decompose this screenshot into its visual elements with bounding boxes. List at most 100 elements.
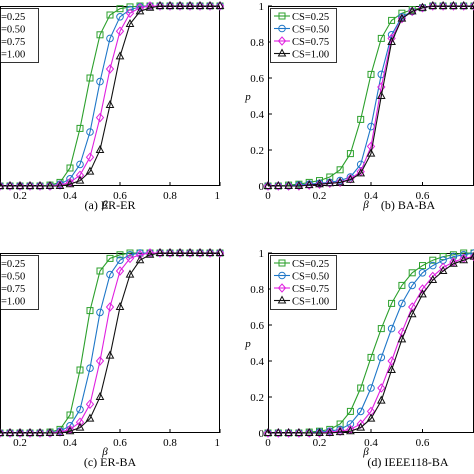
data-point	[195, 0, 205, 9]
data-point	[407, 6, 417, 15]
data-point	[95, 391, 105, 400]
data-point	[115, 301, 125, 310]
legend-label: =0.75	[1, 37, 25, 48]
data-point	[25, 427, 35, 436]
x-tick-label: 1	[215, 190, 221, 202]
series-line-3	[268, 5, 474, 187]
y-axis-label: p	[244, 91, 251, 103]
legend-label: =0.50	[1, 272, 25, 283]
data-point	[116, 12, 124, 21]
data-point	[438, 1, 448, 11]
data-point	[116, 256, 124, 265]
data-point	[449, 258, 458, 267]
data-point	[175, 1, 185, 11]
legend-label: CS=0.75	[292, 37, 329, 48]
data-point	[377, 325, 385, 333]
data-point	[428, 274, 438, 283]
data-point	[5, 180, 15, 189]
legend-label: =1.00	[1, 297, 25, 308]
data-point	[377, 383, 386, 393]
data-point	[376, 90, 386, 99]
data-point	[215, 247, 225, 256]
data-point	[86, 364, 94, 373]
data-point	[429, 261, 437, 270]
data-point	[294, 181, 304, 191]
data-point	[304, 427, 314, 436]
legend-label: =0.75	[1, 284, 25, 295]
x-tick-label: 0.2	[313, 437, 327, 449]
data-point	[469, 1, 474, 11]
data-point	[125, 253, 135, 264]
data-point	[145, 249, 155, 258]
data-point	[336, 166, 344, 174]
data-point	[15, 180, 25, 189]
x-tick-label: 0.6	[113, 190, 127, 202]
y-tick-label: 0.2	[250, 392, 264, 404]
data-point	[135, 6, 145, 15]
data-point	[263, 181, 273, 191]
data-point	[335, 427, 345, 436]
data-point	[335, 426, 345, 436]
data-point	[387, 364, 396, 373]
legend-marker	[278, 24, 286, 33]
data-point	[55, 427, 65, 437]
data-point	[125, 269, 135, 278]
data-point	[76, 160, 84, 169]
legend-marker	[278, 12, 286, 20]
panel-caption: (b) BA-BA	[381, 198, 436, 212]
x-tick-label: 0.2	[13, 190, 27, 202]
data-point	[155, 248, 165, 258]
data-point	[106, 254, 114, 262]
data-point	[263, 427, 273, 436]
data-point	[205, 0, 215, 9]
data-point	[66, 411, 74, 419]
data-point	[366, 413, 376, 422]
y-tick-label: 0	[259, 428, 265, 440]
data-point	[305, 180, 314, 190]
data-point	[325, 427, 334, 437]
legend-marker	[277, 283, 287, 293]
y-tick-label: 0	[259, 181, 265, 193]
data-point	[96, 267, 104, 275]
data-point	[0, 428, 5, 438]
data-point	[356, 407, 365, 416]
data-point	[86, 74, 94, 82]
data-point	[407, 309, 417, 318]
data-point	[215, 0, 225, 9]
data-point	[367, 384, 375, 392]
data-point	[215, 248, 225, 258]
data-point	[377, 34, 385, 42]
x-tick-label: 0.4	[63, 437, 77, 449]
data-point	[106, 270, 114, 279]
data-point	[45, 427, 55, 436]
data-point	[175, 247, 185, 256]
data-point	[106, 11, 114, 19]
data-point	[304, 180, 314, 189]
data-point	[155, 0, 165, 9]
data-point	[105, 99, 115, 108]
series-line-3	[0, 5, 220, 187]
data-point	[185, 248, 195, 258]
data-point	[469, 0, 474, 9]
x-tick-label: 0.4	[63, 190, 77, 202]
legend-box	[0, 8, 39, 63]
data-point	[116, 5, 124, 13]
data-point	[105, 64, 115, 74]
data-point	[418, 289, 427, 298]
x-tick-label: 1	[215, 437, 221, 449]
data-point	[263, 428, 273, 438]
x-axis-label: β	[101, 446, 108, 458]
data-point	[116, 251, 124, 259]
data-point	[95, 144, 105, 153]
data-point	[85, 166, 95, 175]
data-point	[387, 324, 396, 333]
data-point	[45, 428, 55, 438]
data-point	[376, 395, 386, 404]
data-point	[96, 308, 104, 317]
data-point	[428, 1, 437, 11]
data-point	[388, 16, 396, 24]
data-point	[5, 427, 15, 436]
data-point	[86, 128, 94, 136]
data-point	[408, 269, 416, 277]
data-point	[397, 13, 407, 22]
